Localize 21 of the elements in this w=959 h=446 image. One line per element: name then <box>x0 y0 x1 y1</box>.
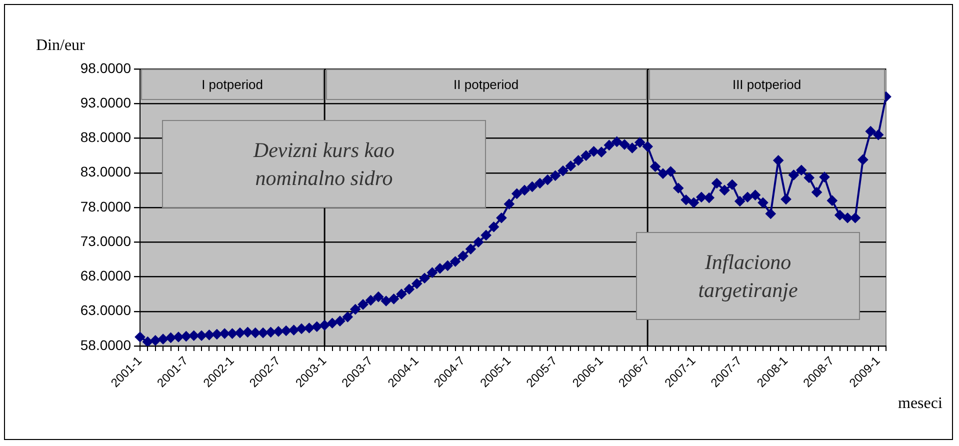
header-cell: I potperiod <box>141 69 324 100</box>
y-tick-label: 83.0000 <box>80 164 132 180</box>
annotation: Devizni kurs kao nominalno sidro <box>252 137 396 192</box>
y-tick-label: 68.0000 <box>80 268 132 284</box>
annotation: III potperiod <box>732 77 802 92</box>
header-cell: III potperiod <box>648 69 885 100</box>
annotation: Inflaciono targetiranje <box>697 249 799 304</box>
x-axis-title: meseci <box>898 395 943 412</box>
y-tick-label: 58.0000 <box>80 336 132 353</box>
y-tick-label: 78.0000 <box>80 198 132 214</box>
header-cell: II potperiod <box>326 69 647 100</box>
y-tick-label: 88.0000 <box>80 129 132 146</box>
annotation: I potperiod <box>202 77 263 92</box>
y-tick-label: 98.0000 <box>80 60 132 76</box>
y-tick-label: 63.0000 <box>80 302 132 318</box>
text-box: Inflaciono targetiranje <box>636 232 860 320</box>
text-box: Devizni kurs kao nominalno sidro <box>162 120 486 208</box>
y-tick-label: 93.0000 <box>80 94 132 110</box>
y-axis-title: Din/eur <box>36 37 86 54</box>
annotation: II potperiod <box>454 77 519 92</box>
y-tick-label: 73.0000 <box>80 232 132 249</box>
